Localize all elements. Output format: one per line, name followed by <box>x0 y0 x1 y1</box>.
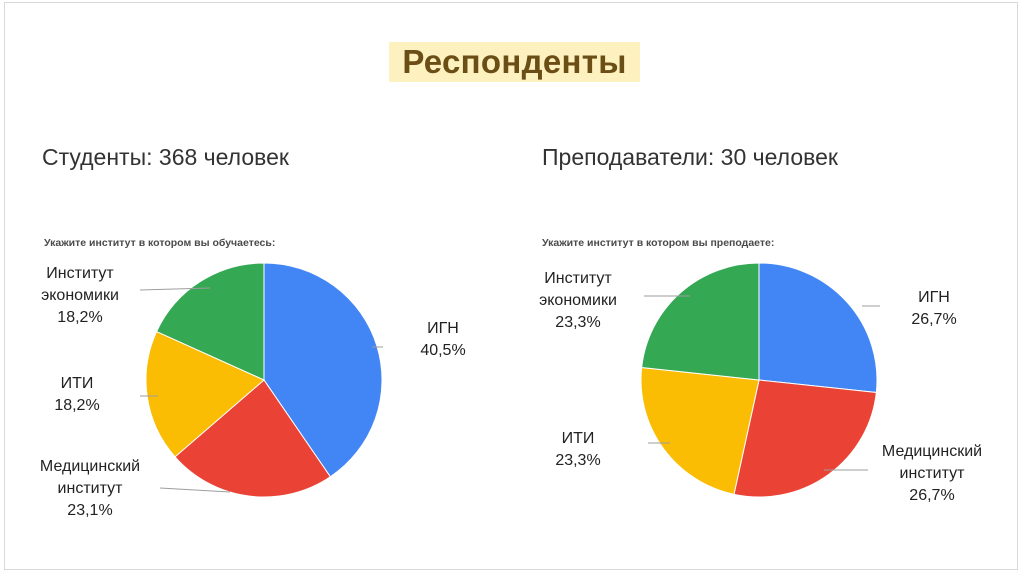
students-label-iti: ИТИ 18,2% <box>54 373 99 417</box>
slice-name: Институт <box>544 270 612 287</box>
students-label-igh: ИГН 40,5% <box>420 318 465 362</box>
slice-name-2: экономики <box>41 287 119 304</box>
teachers-pie <box>640 262 878 498</box>
slice-name: Медицинский <box>881 443 983 460</box>
slice-name-2: экономики <box>539 292 617 309</box>
students-question: Укажите институт в котором вы обучаетесь… <box>44 237 276 249</box>
slice-value: 23,3% <box>555 314 601 331</box>
teachers-label-iti: ИТИ 23,3% <box>555 428 600 472</box>
slice-value: 26,7% <box>909 487 955 504</box>
teachers-slice-igh <box>758 262 878 394</box>
slice-name-2: институт <box>899 465 965 482</box>
students-label-eco: Институт экономики 18,2% <box>41 263 119 329</box>
slice-value: 26,7% <box>911 311 957 328</box>
slice-name: Медицинский <box>39 458 141 475</box>
teachers-caption: Преподаватели: 30 человек <box>542 144 838 170</box>
teachers-slice-eco <box>641 262 760 381</box>
students-pie <box>145 262 383 498</box>
title-banner: Респонденты <box>389 42 640 82</box>
slice-name: Институт <box>46 265 114 282</box>
teachers-slice-iti <box>640 366 760 495</box>
students-leader-eco <box>139 287 211 291</box>
teachers-slice-med <box>733 379 877 498</box>
teachers-question: Укажите институт в котором вы преподаете… <box>542 237 775 249</box>
teachers-label-med: Медицинский институт 26,7% <box>882 441 982 507</box>
slice-name: ИТИ <box>60 375 94 392</box>
teachers-label-eco: Институт экономики 23,3% <box>539 268 617 334</box>
slice-name: ИГН <box>918 289 950 306</box>
slice-value: 18,2% <box>57 309 103 326</box>
leader-lines <box>139 287 880 493</box>
students-slice-med <box>174 379 332 498</box>
teachers-label-igh: ИГН 26,7% <box>911 287 956 331</box>
slice-value: 23,3% <box>555 452 601 469</box>
students-label-med: Медицинский институт 23,1% <box>40 456 140 522</box>
slice-value: 23,1% <box>67 502 113 519</box>
students-slice-igh <box>263 262 383 478</box>
slide-frame <box>4 2 1018 570</box>
students-caption: Студенты: 368 человек <box>42 144 289 170</box>
slice-name: ИГН <box>427 320 459 337</box>
slice-name: ИТИ <box>561 430 595 447</box>
slice-value: 18,2% <box>54 397 100 414</box>
students-leader-med <box>159 487 231 493</box>
slice-value: 40,5% <box>420 342 466 359</box>
page-title: Респонденты <box>402 43 627 80</box>
slice-name-2: институт <box>57 480 123 497</box>
students-slice-iti <box>145 330 265 458</box>
students-slice-eco <box>155 262 265 381</box>
